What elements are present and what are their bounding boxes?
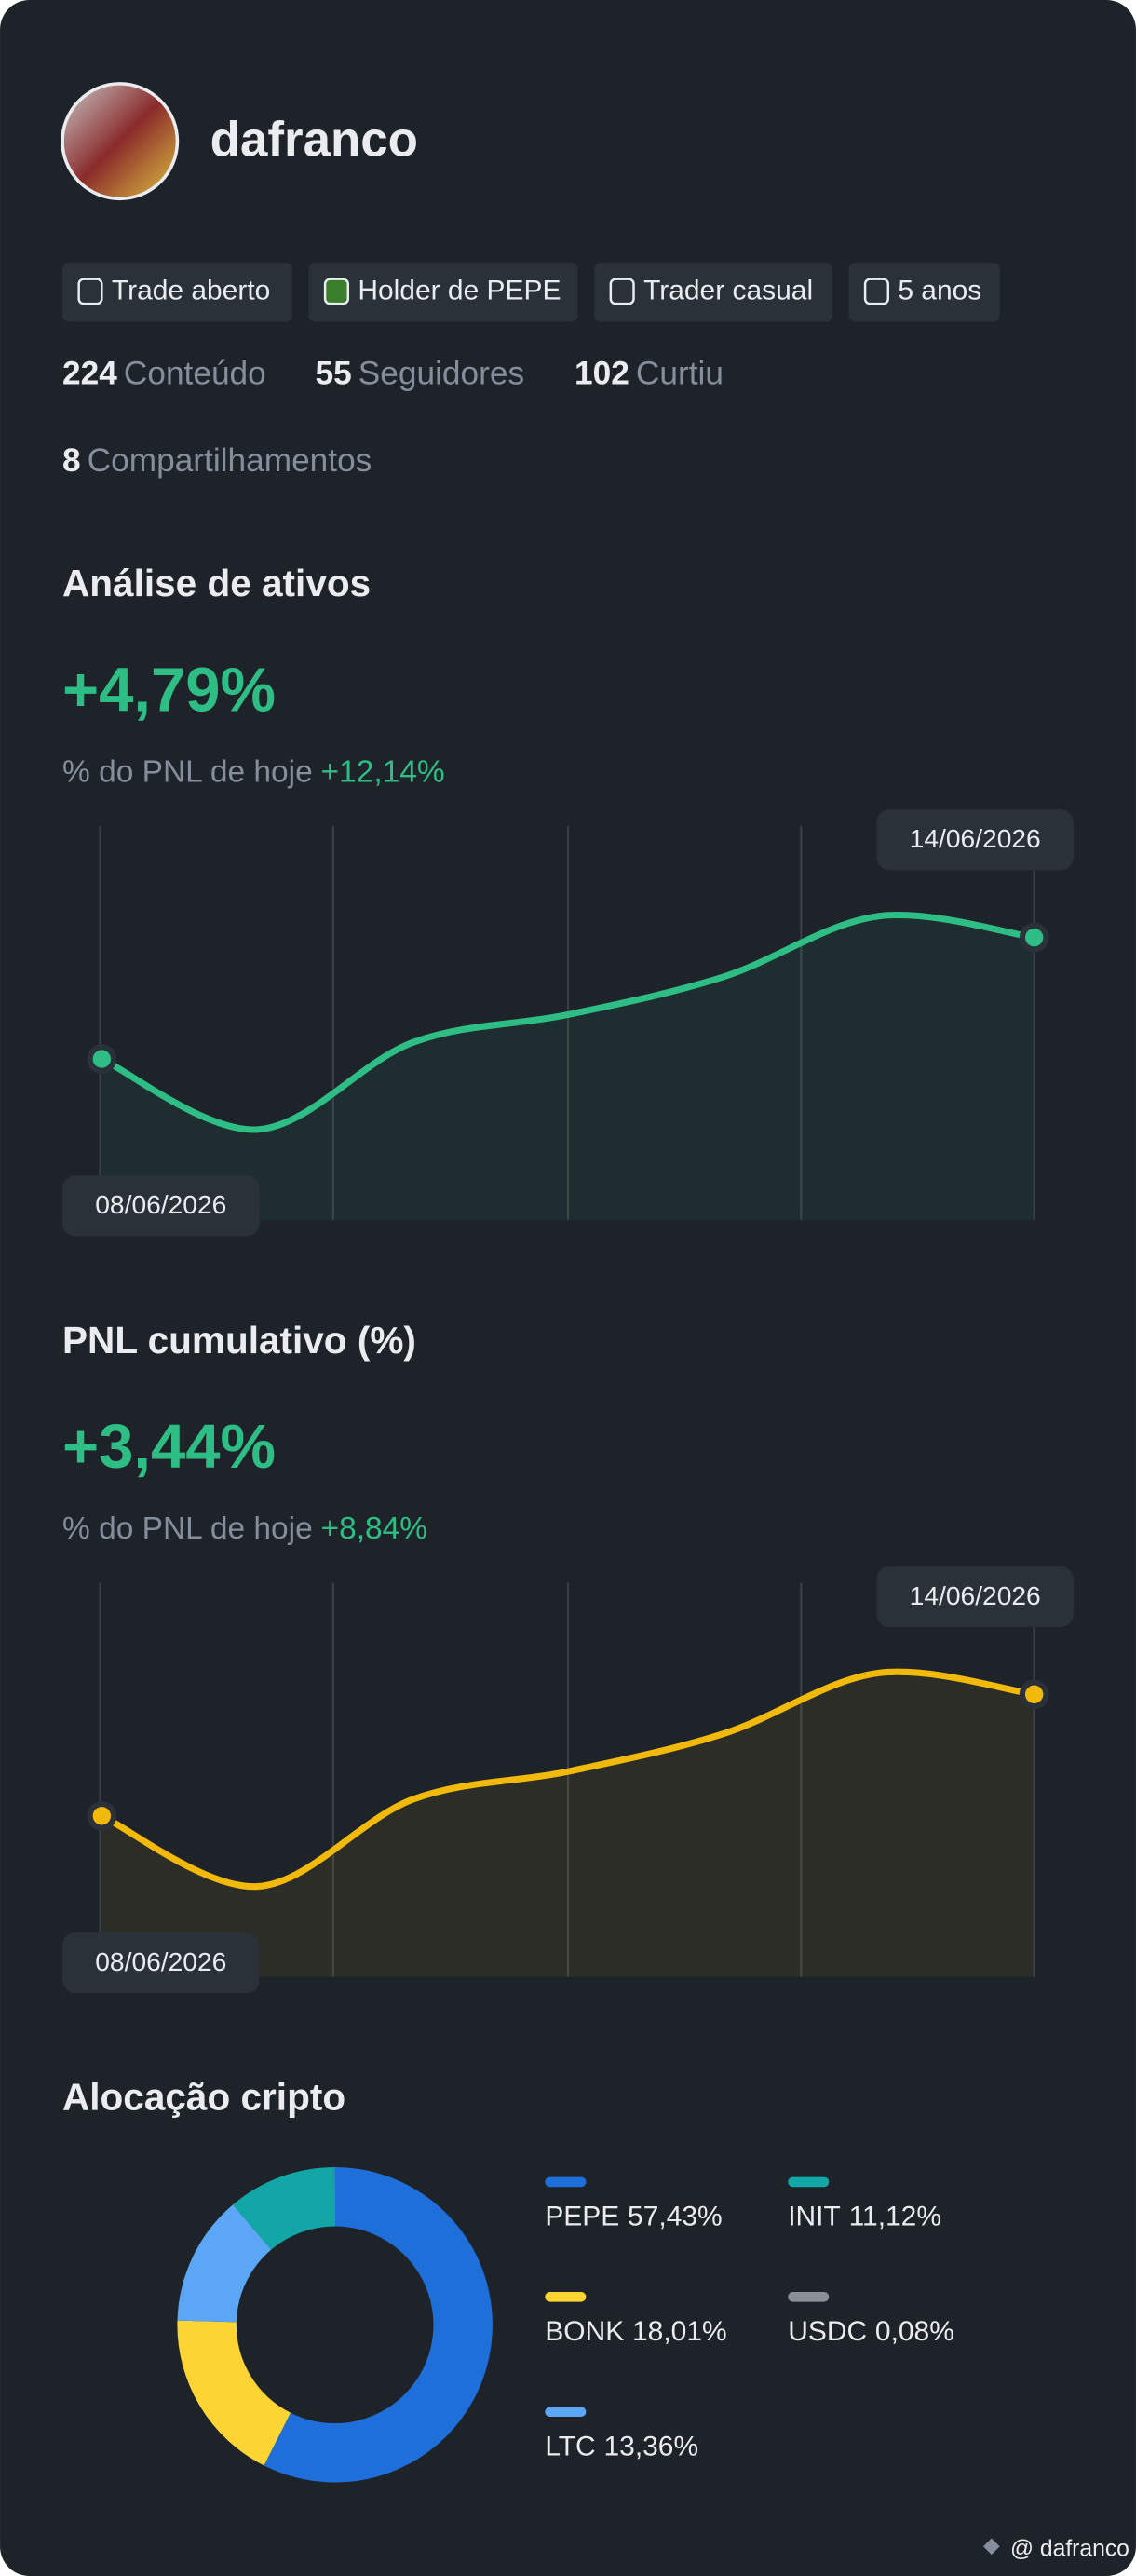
area (101, 1672, 1035, 1977)
legend-name: INIT (788, 2202, 841, 2232)
stat-label: Compartilhamentos (88, 442, 372, 479)
legend-value: 18,01% (632, 2316, 727, 2347)
stat-label: Seguidores (358, 356, 524, 392)
badge-background (62, 263, 292, 322)
donut-slice (233, 2167, 336, 2251)
point (1024, 928, 1044, 947)
stat-value: 8 (62, 442, 81, 479)
watermark-icon (983, 2538, 1000, 2556)
legend-value: 0,08% (875, 2316, 954, 2347)
date-label-background (62, 1932, 260, 1994)
stat-label: Conteúdo (124, 356, 266, 392)
legend-swatch (545, 2176, 587, 2188)
badge-label: 5 anos (898, 276, 981, 306)
badge-background (848, 263, 1000, 322)
date-label: 08/06/2026 (95, 1189, 226, 1219)
badge-icon (77, 278, 103, 305)
subtitle: % do PNL de hoje +12,14% (62, 754, 445, 789)
date-label-background (876, 809, 1074, 871)
stat: 55 Seguidores (316, 356, 525, 392)
legend-swatch (788, 2176, 830, 2188)
legend-value: 13,36% (604, 2431, 699, 2461)
legend-name: LTC (545, 2431, 595, 2461)
stat: 102 Curtiu (575, 356, 724, 392)
avatar[interactable] (62, 83, 178, 199)
point (92, 1807, 112, 1825)
badge-label: Holder de PEPE (358, 276, 561, 306)
legend-item: PEPE 57,43% (545, 2202, 722, 2232)
watermark: @ dafranco (1010, 2536, 1129, 2561)
legend-name: BONK (545, 2316, 624, 2347)
headline-value: +3,44% (62, 1412, 276, 1482)
stat-value: 224 (62, 356, 117, 392)
point (92, 1050, 112, 1068)
point (1024, 1685, 1044, 1704)
legend-name: USDC (788, 2316, 867, 2347)
subtitle-value: +12,14% (321, 754, 445, 789)
stat: 8 Compartilhamentos (62, 442, 372, 479)
badge-icon (323, 278, 350, 305)
legend-value: 57,43% (628, 2202, 723, 2232)
donut-slice (177, 2204, 272, 2324)
section-title: PNL cumulativo (%) (62, 1319, 416, 1362)
avatar-ring (61, 82, 180, 201)
badge-icon (609, 278, 635, 305)
date-label-background (876, 1566, 1074, 1628)
legend-item: INIT 11,12% (788, 2202, 941, 2232)
subtitle-label: % do PNL de hoje (62, 1512, 313, 1546)
stat-label: Curtiu (636, 356, 724, 392)
area (101, 915, 1035, 1220)
subtitle-label: % do PNL de hoje (62, 754, 313, 789)
user-name: dafranco (210, 112, 418, 167)
date-label: 14/06/2026 (910, 823, 1041, 853)
date-label: 08/06/2026 (95, 1946, 226, 1976)
donut-slice (264, 2167, 493, 2483)
badge-label: Trader casual (643, 276, 813, 306)
legend-swatch (545, 2292, 587, 2302)
stat-value: 55 (316, 356, 352, 392)
badge-label: Trade aberto (112, 276, 270, 306)
date-label: 14/06/2026 (910, 1580, 1041, 1610)
legend-item: BONK 18,01% (545, 2316, 726, 2347)
subtitle-value: +8,84% (321, 1512, 428, 1546)
badge-background (594, 263, 832, 322)
donut-slice (177, 2320, 291, 2466)
headline-value: +4,79% (62, 655, 276, 725)
line (100, 912, 1035, 1133)
subtitle: % do PNL de hoje +8,84% (62, 1512, 427, 1546)
legend-value: 11,12% (849, 2202, 941, 2232)
legend-swatch (788, 2292, 830, 2302)
legend-item: LTC 13,36% (545, 2431, 698, 2461)
legend-name: PEPE (545, 2202, 619, 2232)
legend-item: USDC 0,08% (788, 2316, 954, 2347)
stat-value: 102 (575, 356, 629, 392)
section-title: Alocação cripto (62, 2075, 345, 2118)
date-label-background (62, 1175, 260, 1237)
section-title: Análise de ativos (62, 562, 371, 604)
stat: 224 Conteúdo (62, 356, 266, 392)
line (100, 1668, 1035, 1891)
badge-icon (863, 278, 890, 305)
badge-background (308, 263, 578, 322)
legend-swatch (545, 2407, 587, 2417)
